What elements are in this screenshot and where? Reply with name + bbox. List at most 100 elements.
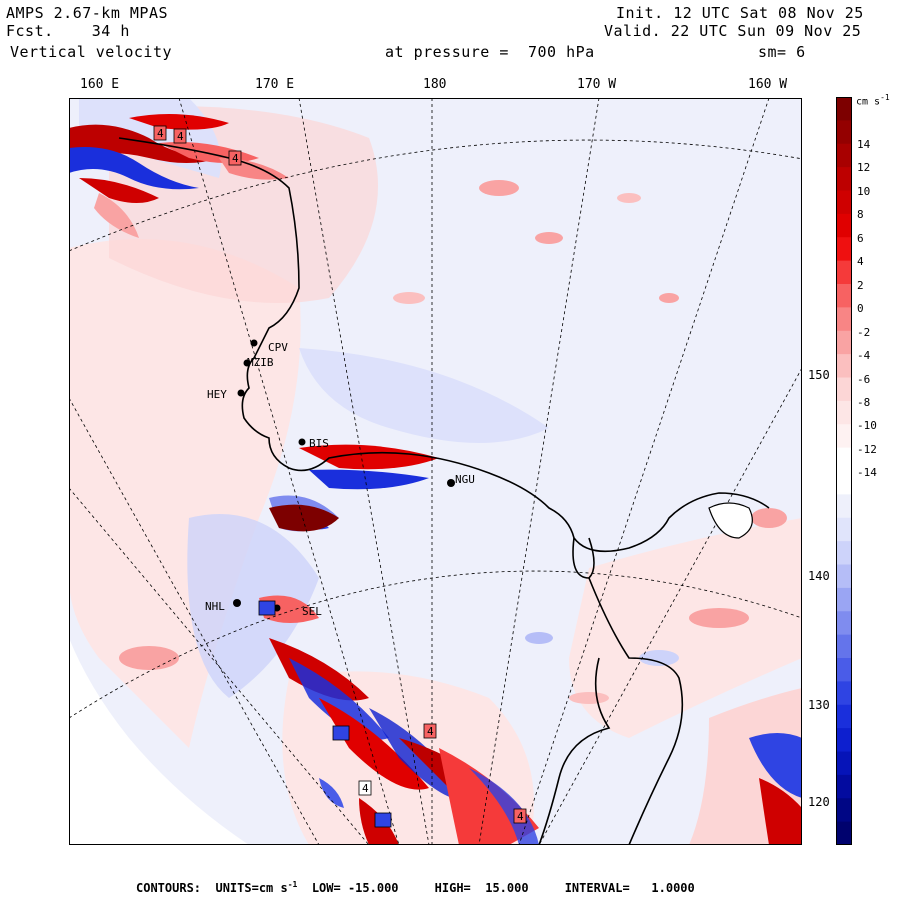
contours-label: CONTOURS: — [136, 881, 202, 895]
map-frame — [69, 98, 802, 845]
colorbar-swatch — [836, 284, 852, 308]
contour-label-2: 4 — [177, 130, 184, 143]
contours-units: UNITS=cm s-1 — [215, 880, 298, 895]
colorbar-tick-label: 12 — [857, 161, 871, 175]
smoothing-value: sm= 6 — [758, 43, 806, 61]
pink-region-east — [569, 518, 802, 738]
colorbar-units: cm s-1 — [856, 93, 890, 108]
blue-region-west — [187, 514, 319, 698]
colorbar-swatch — [836, 611, 852, 636]
contour-label-5: 4 — [517, 810, 524, 823]
dipole-ross — [269, 444, 439, 532]
model-title: AMPS 2.67-km MPAS — [6, 4, 169, 22]
contour-value-boxes: 4 4 4 4 4 4 — [153, 125, 527, 828]
colorbar-tick-label: -12 — [857, 442, 877, 456]
meridians — [69, 98, 802, 845]
colorbar-swatch — [836, 774, 852, 799]
field-name: Vertical velocity — [10, 43, 173, 61]
colorbar-swatch — [836, 143, 852, 168]
colorbar-tick-label: -14 — [857, 466, 877, 480]
scattered-cells — [119, 180, 787, 704]
colorbar-tick-label: 0 — [857, 302, 864, 316]
contour-label-6: 4 — [362, 782, 369, 795]
wave-couplets-se — [689, 688, 802, 845]
colorbar-swatch — [836, 424, 852, 449]
colorbar-swatch — [836, 704, 852, 729]
colorbar-swatch — [836, 307, 852, 332]
station-nhl: NHL — [205, 600, 225, 613]
colorbar-tick-label: -6 — [857, 372, 871, 386]
colorbar-swatch — [836, 97, 852, 121]
pink-region-west — [69, 239, 301, 748]
lon-label-160w: 160 W — [748, 77, 788, 92]
colorbar-swatch — [836, 587, 852, 612]
contour-label-3: 4 — [232, 152, 239, 165]
contours-interval: INTERVAL= 1.0000 — [564, 881, 695, 895]
colorbar-tick-label: -2 — [857, 325, 871, 339]
station-markers — [233, 339, 455, 612]
colorbar-tick-label: 14 — [857, 138, 871, 151]
colorbar-swatch — [836, 330, 852, 355]
init-value: 12 UTC Sat 08 Nov 25 — [673, 4, 864, 22]
colorbar-swatch — [836, 821, 852, 845]
colorbar-tick-label: -8 — [857, 395, 871, 409]
lon-label-170w: 170 W — [577, 77, 617, 92]
colorbar-swatch — [836, 728, 852, 753]
contours-low: LOW= -15.000 — [311, 881, 399, 895]
colorbar-swatch — [836, 541, 852, 566]
coastline — [118, 137, 770, 845]
contours-high: HIGH= 15.000 — [434, 881, 529, 895]
colorbar-swatch — [836, 260, 852, 285]
colorbar-swatch — [836, 167, 852, 192]
colorbar-tick-label: 10 — [857, 184, 871, 198]
colorbar-swatch — [836, 237, 852, 262]
init-label: Init. — [616, 4, 664, 22]
lon-label-160e: 160 E — [80, 77, 120, 92]
colorbar-frame — [836, 97, 852, 845]
contour-label-4: 4 — [427, 725, 434, 738]
colorbar-swatch — [836, 120, 852, 145]
station-bis: BIS — [309, 437, 329, 450]
station-hey: HEY — [207, 388, 227, 401]
fcst-value: 34 h — [91, 22, 130, 40]
colorbar-swatch — [836, 751, 852, 776]
forecast-hour: Fcst. 34 h — [6, 22, 130, 40]
colorbar-swatch — [836, 494, 852, 519]
pressure-level: at pressure = 700 hPa — [385, 43, 595, 61]
station-cpv: CPV — [268, 341, 288, 354]
lon-label-180: 180 — [423, 77, 447, 92]
colorbar-swatch — [836, 400, 852, 425]
valid-time: Valid. 22 UTC Sun 09 Nov 25 — [604, 22, 861, 40]
colorbar-tick-label: 4 — [857, 255, 864, 269]
lat-label-120w: 120 W — [808, 795, 845, 809]
colorbar-tick-label: 6 — [857, 231, 864, 245]
valid-value: 22 UTC Sun 09 Nov 25 — [670, 22, 862, 40]
colorbar-swatch — [836, 798, 852, 823]
lon-label-170e: 170 E — [255, 77, 295, 92]
colorbar-swatch — [836, 447, 852, 472]
station-mzib: MZIB — [247, 356, 274, 369]
colorbar-tick-label: -10 — [857, 419, 877, 433]
domain-edge-sw — [69, 638, 249, 845]
valid-label: Valid. — [604, 22, 662, 40]
colorbar — [836, 97, 852, 845]
colorbar-swatch — [836, 658, 852, 682]
colorbar-swatch — [836, 517, 852, 542]
colorbar-swatch — [836, 681, 852, 706]
blue-band-ross — [299, 348, 549, 443]
map-panel: 4 4 4 4 4 4 — [69, 98, 802, 845]
colorbar-tick-label: 8 — [857, 208, 864, 222]
contour-label-1: 4 — [157, 127, 164, 140]
colorbar-tick-label: -4 — [857, 349, 871, 363]
colorbar-swatch — [836, 634, 852, 659]
colorbar-tick-label: 2 — [857, 278, 864, 292]
station-ngu: NGU — [455, 473, 475, 486]
colorbar-swatch — [836, 213, 852, 238]
island-cluster — [708, 502, 753, 539]
colorbar-swatch — [836, 377, 852, 402]
colorbar-swatch — [836, 564, 852, 589]
init-time: Init. 12 UTC Sat 08 Nov 25 — [616, 4, 864, 22]
colorbar-swatch — [836, 471, 852, 495]
station-sel: SEL — [302, 605, 322, 618]
fcst-label: Fcst. — [6, 22, 54, 40]
